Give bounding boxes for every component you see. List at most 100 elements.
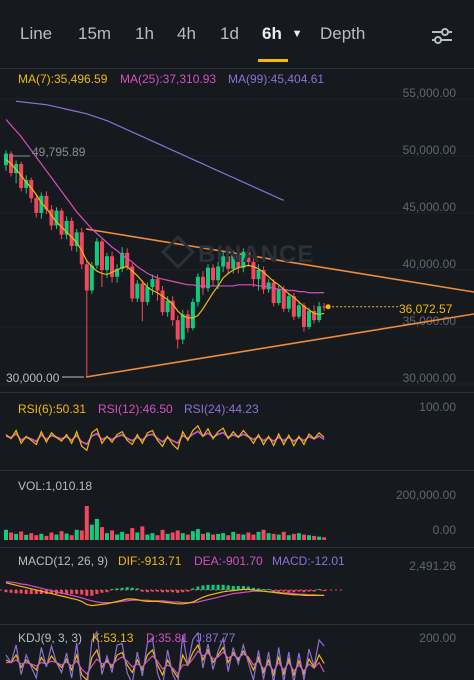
- low-price-marker: 30,000.00: [6, 371, 60, 385]
- tab-1d[interactable]: 1d: [220, 24, 239, 43]
- rsi6-label: RSI(6):50.31: [18, 402, 87, 416]
- binance-watermark: BINANCE: [161, 235, 314, 269]
- volume-bar: [307, 535, 311, 540]
- macd-histogram-bar: [171, 590, 175, 593]
- macd-histogram-bar: [4, 590, 8, 593]
- candle-body: [221, 256, 226, 267]
- volume-bar: [4, 529, 8, 540]
- rsi24-label: RSI(24):44.23: [184, 402, 259, 416]
- tab-depth[interactable]: Depth: [320, 24, 366, 43]
- macd-histogram-bar: [231, 586, 235, 590]
- macd-histogram-bar: [49, 590, 53, 594]
- volume-bar: [251, 534, 256, 540]
- price-axis-label: 30,000.00: [402, 371, 456, 385]
- macd-histogram-bar: [317, 589, 321, 590]
- price-axis-label: 45,000.00: [402, 200, 456, 214]
- macd-histogram-bar: [277, 590, 281, 592]
- macd-histogram-bar: [201, 585, 205, 590]
- macd-histogram-bar: [282, 590, 286, 592]
- macd-label: MACD(12, 26, 9): [18, 554, 109, 568]
- macd-histogram-bar: [272, 590, 276, 592]
- macd-histogram-bar: [14, 590, 18, 594]
- rsi12-label: RSI(12):46.50: [98, 402, 173, 416]
- macd-histogram-bar: [29, 590, 33, 594]
- volume-bar: [175, 530, 180, 540]
- candle-body: [145, 287, 150, 302]
- sliders-icon[interactable]: [430, 26, 454, 46]
- candle-body: [266, 282, 271, 290]
- ma25-line: [5, 119, 325, 294]
- macd-histogram-bar: [130, 587, 134, 590]
- ma7-line: [5, 158, 325, 319]
- macd-histogram-bar: [206, 584, 210, 590]
- kdj-j-line: [5, 630, 325, 680]
- candle-body: [312, 311, 317, 321]
- volume-bar: [190, 531, 195, 540]
- tab-line[interactable]: Line: [20, 24, 53, 43]
- volume-bar: [130, 528, 135, 540]
- macd-histogram-bar: [156, 590, 159, 592]
- candle-body: [79, 232, 84, 265]
- macd-histogram-bar: [166, 590, 170, 593]
- candle-body: [59, 210, 64, 235]
- macd-histogram-bar: [221, 584, 225, 590]
- macd-axis-label: 2,491.26: [409, 559, 456, 573]
- volume-bar: [19, 531, 24, 540]
- macd-histogram-bar: [85, 590, 89, 596]
- volume-axis-bottom: 0.00: [432, 523, 456, 537]
- rsi-axis-label: 100.00: [419, 400, 456, 414]
- candle-body: [115, 268, 120, 277]
- volume-bar: [89, 524, 94, 540]
- macd-histogram-bar: [24, 590, 28, 594]
- candle-body: [24, 179, 29, 188]
- tab-1h[interactable]: 1h: [135, 24, 154, 43]
- last-price-label: 36,072.57: [399, 302, 453, 316]
- pane-divider: [0, 547, 474, 548]
- macd-histogram-bar: [115, 588, 119, 590]
- tab-15m[interactable]: 15m: [78, 24, 112, 43]
- tab-4h[interactable]: 4h: [177, 24, 196, 43]
- volume-bar: [59, 531, 64, 540]
- volume-bar: [115, 534, 120, 540]
- candle-body: [150, 279, 155, 288]
- macd-histogram-bar: [211, 584, 215, 590]
- volume-bar: [94, 518, 99, 540]
- candle-body: [251, 262, 256, 280]
- triangle-lower-trendline: [85, 313, 474, 378]
- candle-body: [291, 296, 296, 317]
- volume-bar: [69, 535, 74, 540]
- candle-body: [231, 255, 236, 269]
- macd-histogram-bar: [60, 590, 64, 594]
- kdj-label: KDJ(9, 3, 3): [18, 631, 83, 645]
- volume-bar: [110, 530, 115, 540]
- macd-histogram-bar: [110, 589, 114, 590]
- macd-dea-line: [5, 581, 325, 604]
- macd-histogram-bar: [312, 590, 316, 592]
- candle-body: [281, 289, 286, 309]
- volume-bar: [286, 535, 291, 540]
- ma99-line: [16, 100, 284, 201]
- macd-histogram-bar: [140, 590, 144, 592]
- macd-histogram-bar: [95, 590, 99, 594]
- caret-down-icon: ▼: [291, 28, 303, 40]
- candle-body: [256, 269, 261, 280]
- volume-bar: [185, 534, 190, 540]
- candle-body: [307, 311, 311, 327]
- macd-histogram-bar: [241, 586, 245, 590]
- macd-dif-line: [5, 582, 325, 607]
- candle-body: [322, 306, 327, 308]
- macd-histogram-bar: [307, 590, 311, 592]
- kdj-d-label: D:35.81: [146, 631, 189, 645]
- candle-body: [155, 279, 160, 291]
- candle-body: [165, 300, 170, 313]
- macd-histogram-bar: [100, 590, 104, 593]
- volume-bar: [291, 533, 296, 540]
- volume-bar: [125, 533, 130, 540]
- candle-body: [135, 283, 140, 299]
- volume-bar: [211, 534, 216, 540]
- tab-6h[interactable]: 6h ▼: [262, 24, 302, 44]
- kdj-k-label: K:53.13: [92, 631, 134, 645]
- macd-histogram-bar: [150, 590, 154, 592]
- candle-body: [226, 256, 231, 269]
